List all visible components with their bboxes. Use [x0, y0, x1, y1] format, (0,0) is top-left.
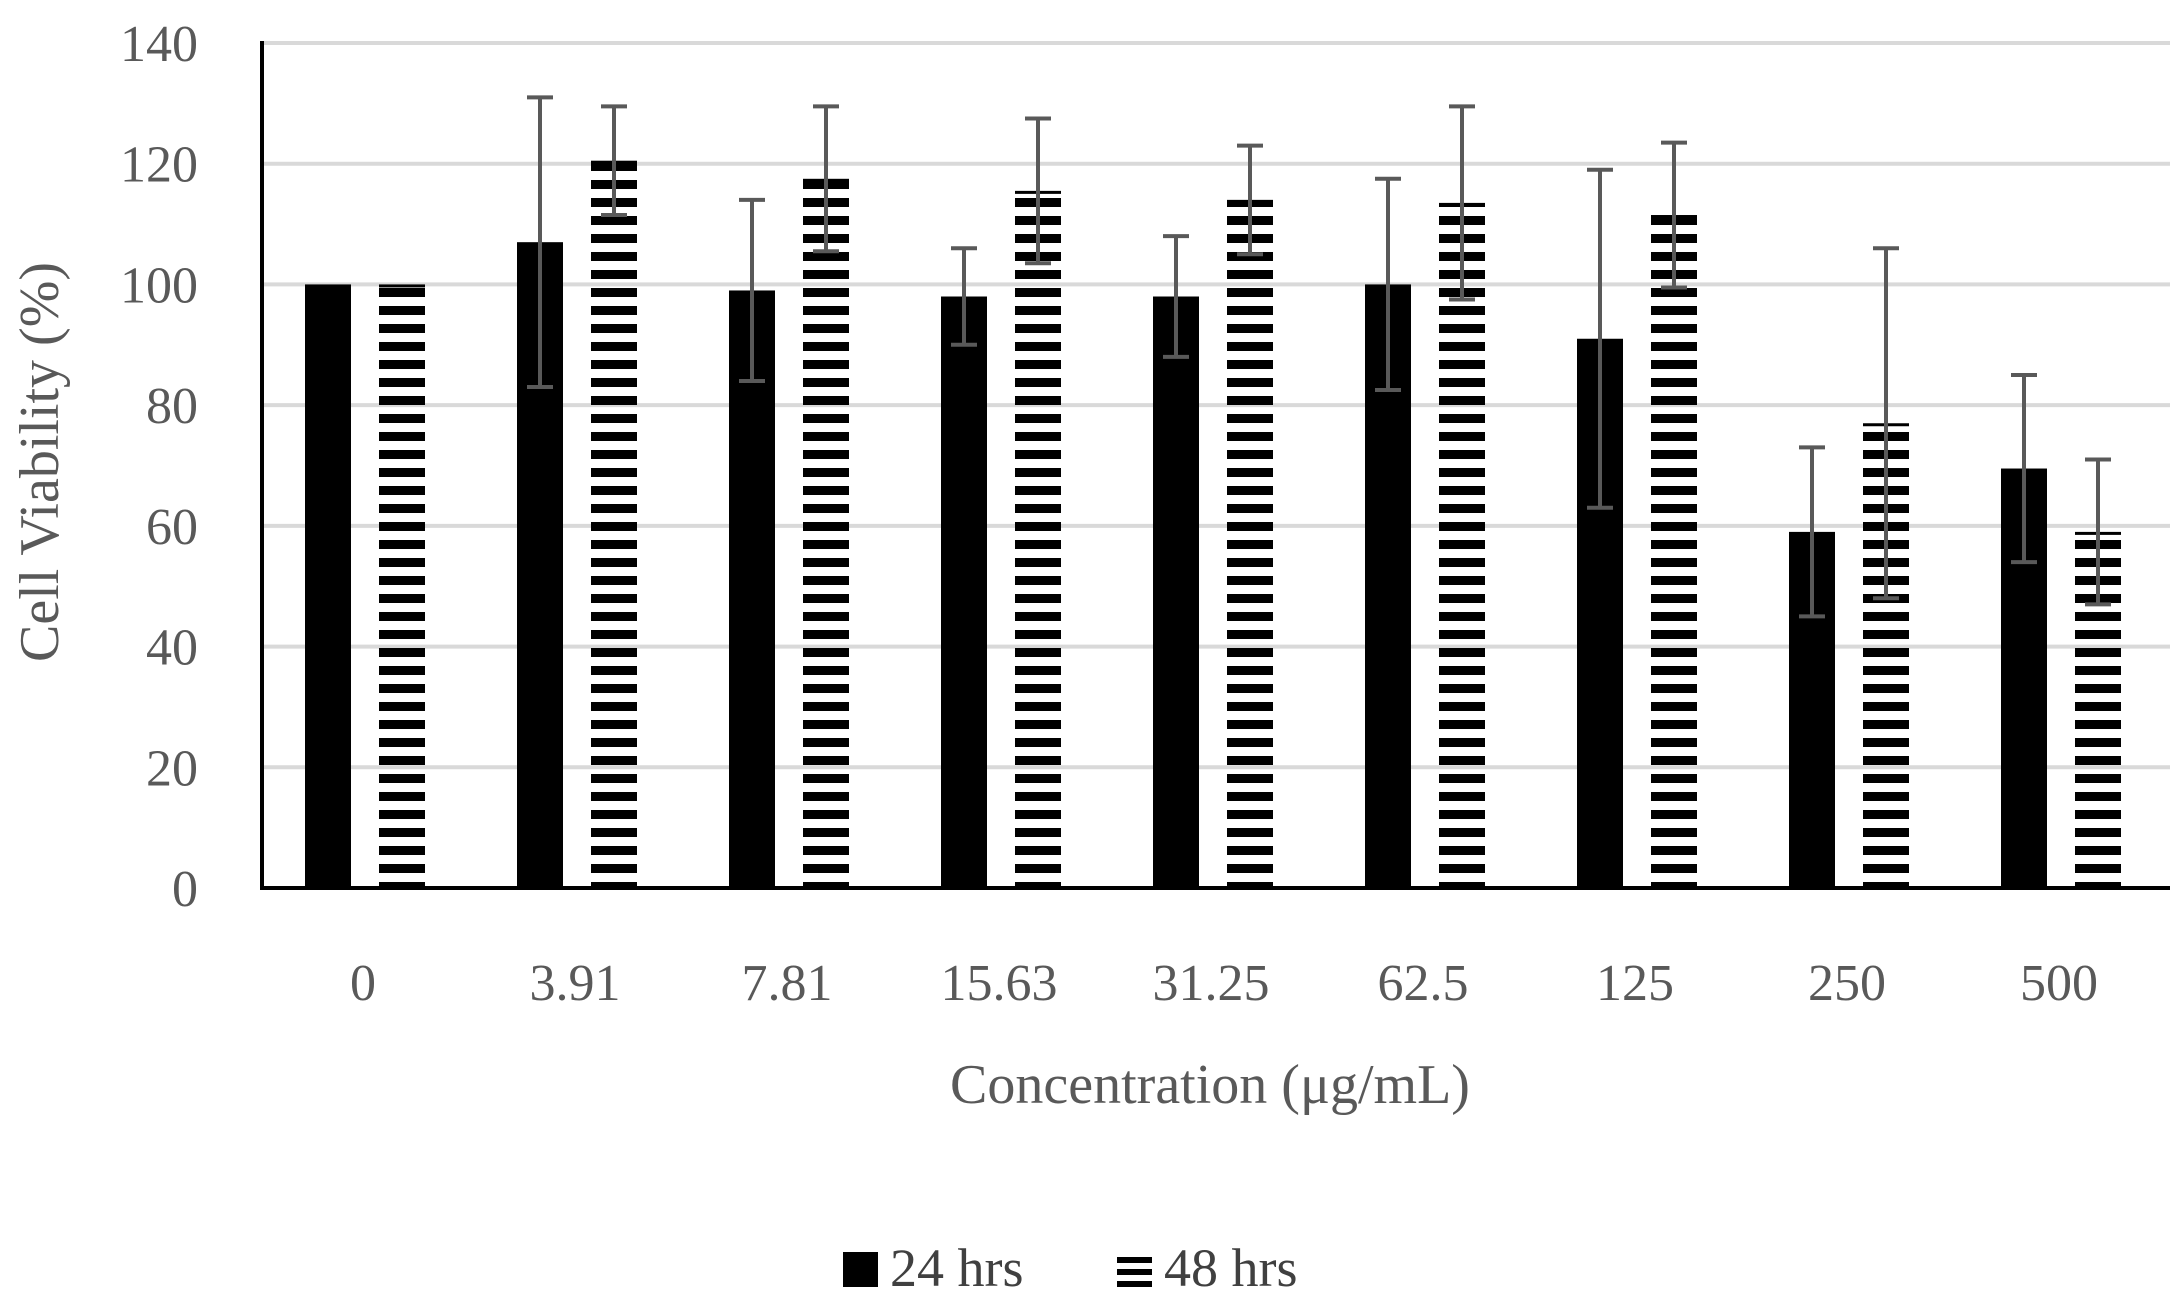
bar — [1153, 296, 1199, 888]
x-axis-title: Concentration (μg/mL) — [950, 1054, 1470, 1116]
y-axis-title: Cell Viability (%) — [9, 262, 71, 662]
bar — [305, 284, 351, 888]
y-tick-label: 60 — [146, 499, 198, 556]
bar — [1651, 215, 1697, 889]
x-tick-label: 62.5 — [1378, 955, 1469, 1012]
x-tick-label: 31.25 — [1153, 955, 1270, 1012]
bar — [729, 290, 775, 888]
legend-swatch-stripe — [1117, 1257, 1152, 1263]
axes — [260, 41, 2170, 890]
x-tick-label: 250 — [1808, 955, 1886, 1012]
x-tick-label: 3.91 — [530, 955, 621, 1012]
x-tick-label: 7.81 — [742, 955, 833, 1012]
y-tick-label: 80 — [146, 378, 198, 435]
legend-label: 48 hrs — [1164, 1238, 1298, 1298]
bar — [1227, 199, 1273, 888]
bar-top-edge — [379, 284, 425, 288]
bar — [941, 296, 987, 888]
legend-swatch-stripe — [1117, 1281, 1152, 1287]
legend-label: 24 hrs — [890, 1238, 1024, 1298]
x-tick-label: 125 — [1596, 955, 1674, 1012]
legend-swatch-48hrs — [1117, 1257, 1152, 1287]
tick-labels: 0 20 40 60 80 100 120 140 0 3.91 7.81 15.63 31.25 62.… — [120, 16, 2098, 1012]
gridlines — [262, 41, 2170, 770]
y-tick-label: 40 — [146, 620, 198, 677]
x-tick-label: 500 — [2020, 955, 2098, 1012]
bar — [1439, 202, 1485, 889]
bar — [379, 284, 425, 888]
bar — [591, 160, 637, 889]
legend-swatch-24hrs — [843, 1252, 878, 1287]
legend-swatch-stripe — [1117, 1269, 1152, 1275]
y-tick-label: 140 — [120, 16, 198, 73]
y-tick-label: 120 — [120, 137, 198, 194]
legend: 24 hrs 48 hrs — [843, 1238, 1298, 1298]
x-tick-label: 15.63 — [941, 955, 1058, 1012]
error-bars — [527, 95, 2111, 619]
y-tick-label: 0 — [172, 861, 198, 918]
y-tick-label: 20 — [146, 740, 198, 797]
x-tick-label: 0 — [350, 955, 376, 1012]
bar — [803, 178, 849, 888]
y-tick-label: 100 — [120, 257, 198, 314]
bar — [1015, 190, 1061, 888]
